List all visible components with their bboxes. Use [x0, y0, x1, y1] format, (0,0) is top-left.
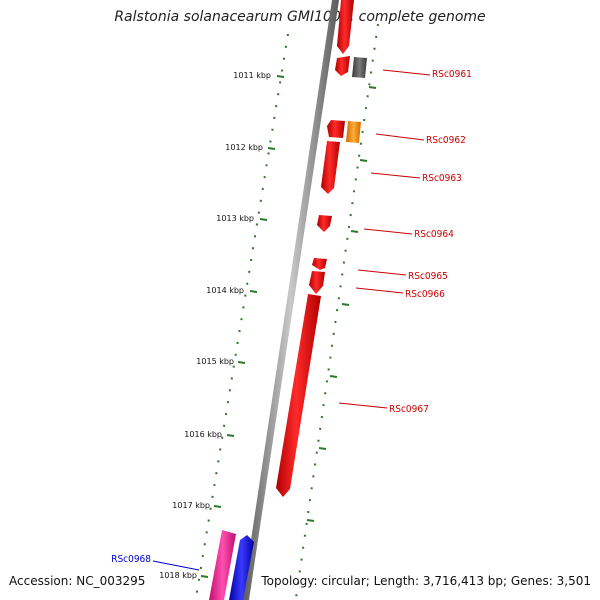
outer-tick-track — [295, 23, 379, 599]
gene-arrow[interactable] — [317, 215, 332, 232]
gene-arrow[interactable] — [209, 530, 236, 600]
gene-arrow[interactable] — [229, 535, 254, 600]
accession-text: Accession: NC_003295 — [9, 574, 146, 588]
major-tick — [249, 290, 258, 293]
major-tick — [341, 303, 350, 306]
gene-label-rsc0961[interactable]: RSc0961 — [432, 69, 472, 80]
major-tick — [359, 159, 368, 162]
major-tick — [368, 86, 377, 89]
kbp-labels: 1011 kbp 1012 kbp 1013 kbp 1014 kbp 1015… — [159, 71, 271, 580]
gene-labels: RSc0961 RSc0962 RSc0963 RSc0964 RSc0965 … — [111, 69, 472, 571]
kbp-label: 1012 kbp — [225, 143, 263, 152]
kbp-label: 1017 kbp — [172, 501, 210, 510]
major-tick — [259, 218, 268, 221]
gene-arrow[interactable] — [321, 141, 340, 194]
major-tick — [200, 575, 209, 578]
kbp-label: 1015 kbp — [196, 357, 234, 366]
gene-arrow[interactable] — [335, 56, 350, 76]
major-tick — [267, 147, 276, 150]
major-tick — [276, 75, 285, 78]
gene-arrow[interactable] — [346, 121, 361, 143]
major-tick — [318, 447, 327, 450]
major-tick — [237, 361, 246, 364]
kbp-label: 1014 kbp — [206, 286, 244, 295]
gene-label-rsc0964[interactable]: RSc0964 — [414, 229, 454, 240]
gene-arrow[interactable] — [309, 271, 325, 294]
gene-arrow[interactable] — [337, 0, 354, 54]
gene-arrow[interactable] — [352, 57, 367, 78]
major-tick — [213, 505, 222, 508]
gene-label-rsc0966[interactable]: RSc0966 — [405, 289, 445, 300]
gene-label-rsc0965[interactable]: RSc0965 — [408, 271, 448, 282]
major-tick — [350, 230, 359, 233]
kbp-label: 1018 kbp — [159, 571, 197, 580]
gene-arrow[interactable] — [276, 294, 321, 497]
major-tick — [306, 519, 315, 522]
gene-features — [209, 0, 367, 600]
map-title: Ralstonia solanacearum GMI1000, complete… — [114, 9, 486, 25]
kbp-label: 1013 kbp — [216, 214, 254, 223]
gene-arrow[interactable] — [327, 120, 345, 138]
genome-backbone — [242, 0, 339, 600]
gene-label-rsc0963[interactable]: RSc0963 — [422, 173, 462, 184]
gene-label-rsc0967[interactable]: RSc0967 — [389, 404, 429, 415]
topology-summary: Topology: circular; Length: 3,716,413 bp… — [261, 574, 591, 588]
kbp-label: 1016 kbp — [184, 430, 222, 439]
major-tick — [226, 434, 235, 437]
gene-arrow[interactable] — [312, 258, 327, 270]
kbp-label: 1011 kbp — [233, 71, 271, 80]
gene-label-rsc0968[interactable]: RSc0968 — [111, 554, 151, 565]
inner-tick-track — [195, 33, 289, 599]
gene-label-rsc0962[interactable]: RSc0962 — [426, 135, 466, 146]
major-tick — [329, 375, 338, 378]
